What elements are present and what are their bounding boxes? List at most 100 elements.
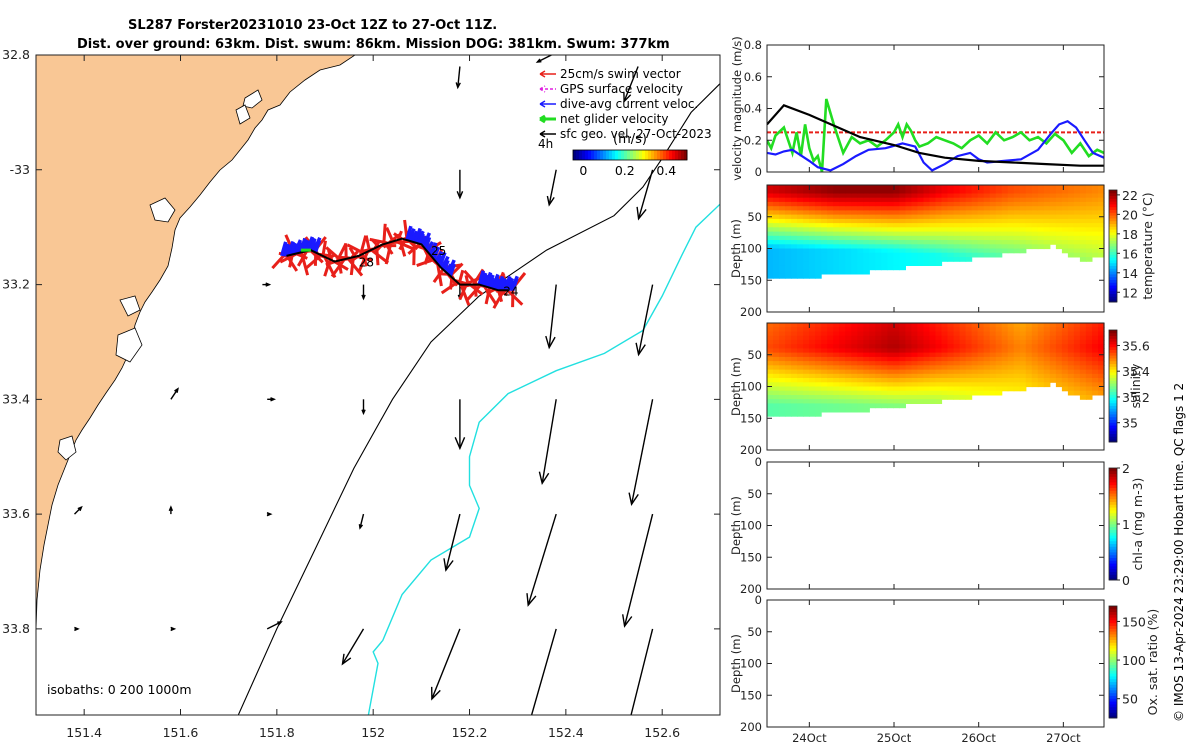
salinity-cell — [1043, 356, 1051, 362]
temperature-cell — [845, 240, 852, 245]
salinity-cell — [983, 382, 991, 388]
salinity-cell — [905, 339, 912, 345]
temperature-cell — [971, 218, 979, 224]
oxygen-colorbar-cell — [1109, 611, 1117, 615]
temperature-cell — [1025, 214, 1033, 220]
salinity-cell — [1067, 361, 1075, 366]
temperature-cell — [1061, 189, 1069, 194]
temperature-cell — [887, 185, 894, 190]
salinity-cell — [851, 335, 858, 341]
temperature-cell — [935, 214, 943, 220]
temperature-cell — [905, 227, 912, 233]
temperature-cell — [779, 252, 786, 258]
salinity-cell — [857, 407, 864, 413]
salinity-cell — [917, 361, 924, 366]
oxygen-y-tick-label: 0 — [755, 593, 762, 607]
salinity-cell — [1092, 331, 1099, 337]
temperature-cell — [827, 235, 834, 241]
salinity-cell — [1043, 373, 1051, 379]
salinity-cell — [827, 369, 834, 375]
salinity-cell — [923, 331, 931, 337]
salinity-cell — [959, 348, 967, 354]
temperature-cell — [881, 214, 888, 220]
salinity-cell — [1037, 348, 1045, 354]
temperature-cell — [797, 210, 804, 216]
salinity-colorbar-tick-label: 35 — [1122, 416, 1138, 431]
temperature-cell — [875, 231, 882, 237]
chl-a-colorbar-cell — [1109, 476, 1117, 480]
velocity-series-dive_avg — [767, 119, 1104, 172]
salinity-cell — [779, 323, 786, 328]
colorbar-cell — [591, 150, 595, 160]
temperature-cell — [1043, 218, 1051, 224]
temperature-cell — [809, 201, 816, 207]
temperature-cell — [1031, 244, 1039, 250]
temperature-cell — [899, 223, 906, 228]
salinity-cell — [887, 335, 894, 341]
geo-velocity-arrow-head — [265, 282, 272, 287]
salinity-cell — [899, 399, 906, 404]
temperature-cell — [953, 218, 961, 224]
colorbar-cell — [654, 150, 658, 160]
salinity-cell — [881, 365, 888, 371]
temperature-cell — [1013, 248, 1021, 254]
geo-velocity-arrow-shaft — [341, 628, 365, 665]
salinity-cell — [1001, 335, 1009, 341]
salinity-cell — [929, 395, 937, 400]
temperature-cell — [905, 185, 912, 190]
salinity-cell — [773, 386, 780, 392]
temperature-cell — [887, 265, 894, 271]
salinity-cell — [821, 395, 828, 400]
colorbar-cell — [657, 150, 661, 160]
salinity-cell — [845, 331, 852, 337]
temperature-cell — [953, 214, 961, 220]
temperature-cell — [791, 248, 798, 254]
temperature-cell — [785, 185, 792, 190]
salinity-cell — [845, 365, 852, 371]
legend-swatch-gps_velocity — [539, 85, 556, 93]
temperature-cell — [797, 223, 804, 228]
salinity-cell — [1092, 382, 1099, 388]
colorbar-cell — [684, 150, 688, 160]
temperature-cell — [809, 273, 816, 279]
temperature-cell — [1037, 189, 1045, 194]
salinity-cell — [797, 348, 804, 354]
salinity-cell — [785, 399, 792, 404]
salinity-cell — [833, 407, 840, 413]
salinity-cell — [1073, 352, 1081, 358]
temperature-cell — [1079, 244, 1087, 250]
temperature-cell — [767, 252, 774, 258]
temperature-cell — [1037, 197, 1045, 203]
salinity-cell — [887, 344, 894, 349]
salinity-cell — [971, 356, 979, 362]
oxygen-colorbar-cell — [1109, 634, 1117, 638]
temperature-cell — [1067, 197, 1075, 203]
salinity-cell — [947, 390, 955, 396]
temperature-colorbar-label: temperature (°C) — [1140, 192, 1155, 299]
temperature-cell — [839, 214, 846, 220]
temperature-cell — [815, 206, 822, 211]
salinity-cell — [995, 327, 1003, 332]
chl-a-colorbar-cell — [1109, 535, 1117, 539]
temperature-cell — [1001, 214, 1009, 220]
temperature-cell — [1098, 231, 1105, 237]
temperature-cell — [773, 189, 780, 194]
salinity-cell — [1013, 378, 1021, 383]
temperature-cell — [803, 257, 810, 262]
salinity-cell — [839, 403, 846, 409]
temperature-cell — [965, 235, 973, 241]
salinity-cell — [869, 403, 876, 409]
temperature-cell — [845, 248, 852, 254]
temperature-cell — [905, 235, 912, 241]
temperature-cell — [1001, 189, 1009, 194]
temperature-cell — [935, 223, 943, 228]
temperature-cell — [821, 240, 828, 245]
salinity-cell — [809, 411, 816, 417]
geo-velocity-arrow — [526, 513, 557, 607]
colorbar-cell — [633, 150, 637, 160]
temperature-cell — [785, 227, 792, 233]
colorbar-cell — [597, 150, 601, 160]
salinity-cell — [1098, 344, 1105, 349]
salinity-cell — [833, 390, 840, 396]
temperature-cell — [1007, 227, 1015, 233]
